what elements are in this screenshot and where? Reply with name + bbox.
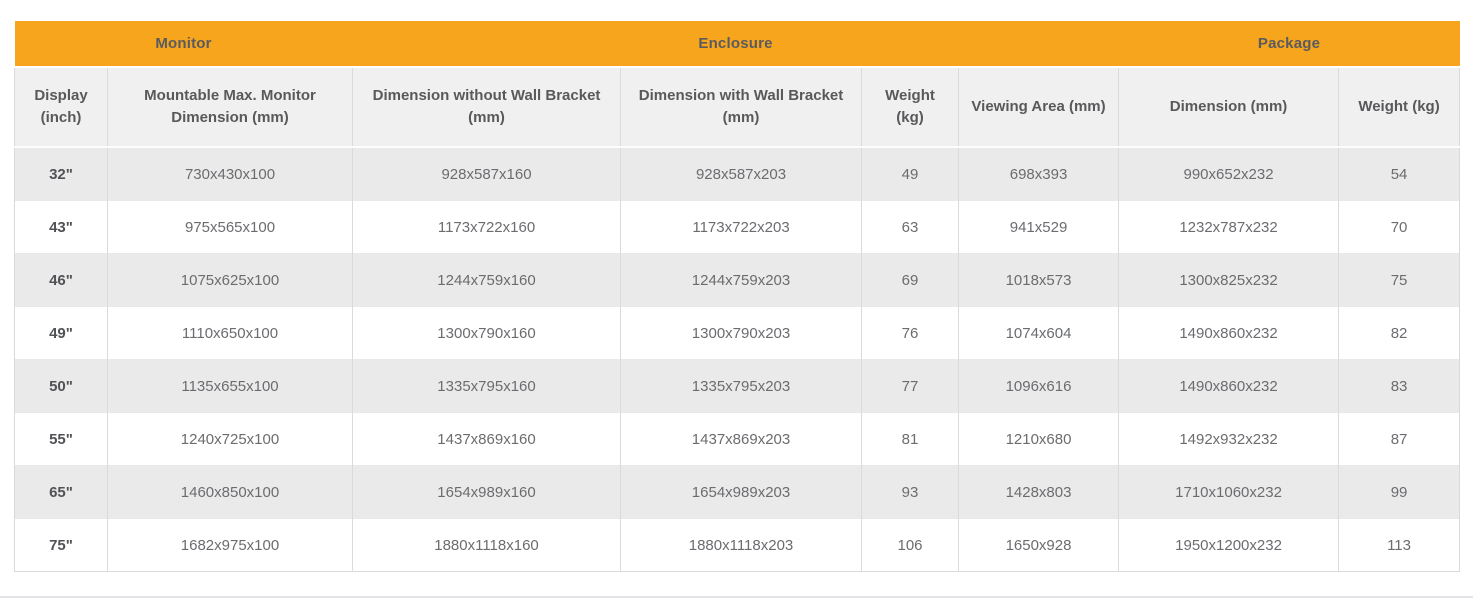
column-header-package-weight: Weight (kg): [1338, 67, 1461, 148]
column-header-dimension-with-wall-bracket: Dimension with Wall Bracket (mm): [620, 67, 862, 148]
column-header-package-dimension: Dimension (mm): [1118, 67, 1339, 148]
table-row: 55" 1240x725x100 1437x869x160 1437x869x2…: [14, 412, 1461, 466]
spec-cell: 1074x604: [958, 306, 1119, 360]
display-size-cell: 55": [14, 412, 108, 466]
display-size-cell: 49": [14, 306, 108, 360]
spec-cell: 1335x795x203: [620, 359, 862, 413]
spec-cell: 1437x869x160: [352, 412, 621, 466]
spec-cell: 75: [1338, 253, 1461, 307]
spec-cell: 1240x725x100: [106, 412, 353, 466]
spec-cell: 1210x680: [958, 412, 1119, 466]
spec-cell: 1135x655x100: [106, 359, 353, 413]
spec-cell: 1654x989x203: [620, 465, 862, 519]
spec-cell: 990x652x232: [1118, 146, 1339, 201]
display-size-cell: 65": [14, 465, 108, 519]
column-header-mountable-max-dimension: Mountable Max. Monitor Dimension (mm): [106, 67, 353, 148]
spec-cell: 1300x790x160: [352, 306, 621, 360]
table-row: 43" 975x565x100 1173x722x160 1173x722x20…: [14, 200, 1461, 254]
spec-cell: 1460x850x100: [106, 465, 353, 519]
spec-cell: 1244x759x160: [352, 253, 621, 307]
table-row: 32" 730x430x100 928x587x160 928x587x203 …: [14, 146, 1461, 201]
spec-cell: 1654x989x160: [352, 465, 621, 519]
spec-cell: 1428x803: [958, 465, 1119, 519]
spec-cell: 698x393: [958, 146, 1119, 201]
spec-table-body: 32" 730x430x100 928x587x160 928x587x203 …: [14, 146, 1461, 572]
column-header-display-inch: Display (inch): [14, 67, 108, 148]
spec-cell: 1950x1200x232: [1118, 518, 1339, 572]
table-row: 50" 1135x655x100 1335x795x160 1335x795x2…: [14, 359, 1461, 413]
spec-cell: 730x430x100: [106, 146, 353, 201]
spec-cell: 113: [1338, 518, 1461, 572]
table-row: 49" 1110x650x100 1300x790x160 1300x790x2…: [14, 306, 1461, 360]
spec-cell: 1018x573: [958, 253, 1119, 307]
spec-cell: 1232x787x232: [1118, 200, 1339, 254]
spec-cell: 1490x860x232: [1118, 306, 1339, 360]
spec-cell: 99: [1338, 465, 1461, 519]
spec-cell: 83: [1338, 359, 1461, 413]
spec-cell: 1173x722x203: [620, 200, 862, 254]
group-header-enclosure: Enclosure: [352, 21, 1119, 68]
spec-cell: 1710x1060x232: [1118, 465, 1339, 519]
spec-cell: 1492x932x232: [1118, 412, 1339, 466]
display-size-cell: 75": [14, 518, 108, 572]
spec-cell: 975x565x100: [106, 200, 353, 254]
spec-cell: 106: [861, 518, 959, 572]
spec-cell: 928x587x203: [620, 146, 862, 201]
table-row: 65" 1460x850x100 1654x989x160 1654x989x2…: [14, 465, 1461, 519]
column-header-dimension-without-wall-bracket: Dimension without Wall Bracket (mm): [352, 67, 621, 148]
spec-cell: 941x529: [958, 200, 1119, 254]
spec-cell: 54: [1338, 146, 1461, 201]
spec-cell: 76: [861, 306, 959, 360]
spec-cell: 1173x722x160: [352, 200, 621, 254]
spec-cell: 1300x825x232: [1118, 253, 1339, 307]
spec-cell: 1490x860x232: [1118, 359, 1339, 413]
display-size-cell: 50": [14, 359, 108, 413]
spec-cell: 1880x1118x203: [620, 518, 862, 572]
spec-cell: 1650x928: [958, 518, 1119, 572]
spec-cell: 82: [1338, 306, 1461, 360]
spec-cell: 63: [861, 200, 959, 254]
spec-cell: 87: [1338, 412, 1461, 466]
column-header-viewing-area: Viewing Area (mm): [958, 67, 1119, 148]
spec-cell: 1335x795x160: [352, 359, 621, 413]
column-header-row: Display (inch) Mountable Max. Monitor Di…: [14, 67, 1461, 148]
spec-cell: 1075x625x100: [106, 253, 353, 307]
spec-cell: 1096x616: [958, 359, 1119, 413]
spec-cell: 1437x869x203: [620, 412, 862, 466]
spec-cell: 1880x1118x160: [352, 518, 621, 572]
table-row: 75" 1682x975x100 1880x1118x160 1880x1118…: [14, 518, 1461, 572]
spec-cell: 1110x650x100: [106, 306, 353, 360]
group-header-package: Package: [1118, 21, 1460, 68]
spec-cell: 81: [861, 412, 959, 466]
monitor-spec-table: Monitor Enclosure Package Display (inch)…: [14, 21, 1461, 572]
group-header-row: Monitor Enclosure Package: [14, 21, 1460, 68]
display-size-cell: 46": [14, 253, 108, 307]
column-header-enclosure-weight: Weight (kg): [861, 67, 959, 148]
table-row: 46" 1075x625x100 1244x759x160 1244x759x2…: [14, 253, 1461, 307]
spec-cell: 77: [861, 359, 959, 413]
spec-cell: 1682x975x100: [106, 518, 353, 572]
spec-cell: 70: [1338, 200, 1461, 254]
display-size-cell: 43": [14, 200, 108, 254]
spec-cell: 1300x790x203: [620, 306, 862, 360]
spec-cell: 69: [861, 253, 959, 307]
group-header-monitor: Monitor: [14, 21, 353, 68]
spec-cell: 928x587x160: [352, 146, 621, 201]
display-size-cell: 32": [14, 146, 108, 201]
bottom-divider: [0, 596, 1473, 598]
spec-cell: 93: [861, 465, 959, 519]
spec-cell: 1244x759x203: [620, 253, 862, 307]
spec-cell: 49: [861, 146, 959, 201]
